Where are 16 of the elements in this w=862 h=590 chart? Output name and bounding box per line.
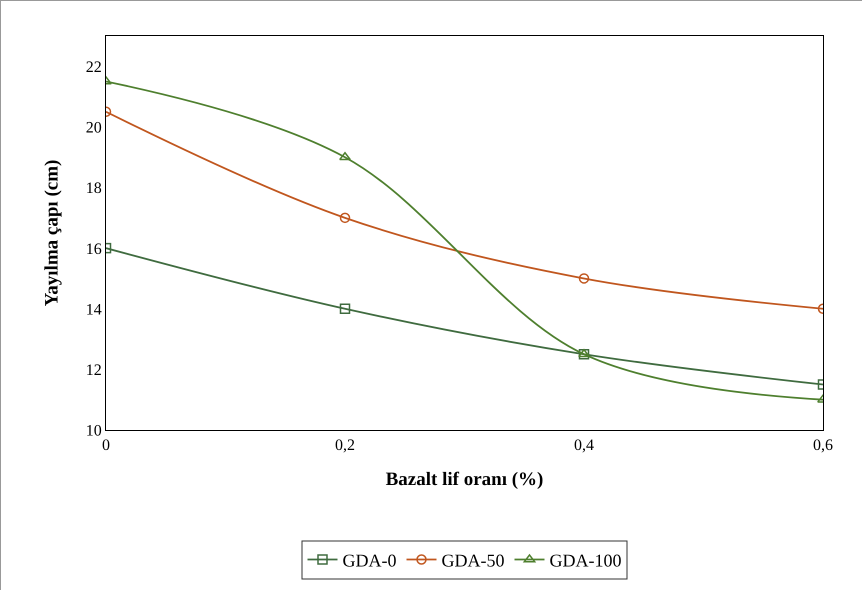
y-tick-label: 18: [86, 180, 102, 198]
x-tick-label: 0,6: [813, 437, 833, 454]
legend-label: GDA-100: [550, 550, 622, 571]
y-tick-label: 20: [86, 120, 102, 137]
x-tick-label: 0,4: [574, 437, 594, 454]
x-tick-label: 0,2: [335, 437, 355, 454]
y-axis-title: Yayılma çapı (cm): [42, 160, 63, 306]
y-tick-label: 10: [86, 422, 102, 440]
y-tick-label: 22: [86, 58, 102, 76]
y-tick-label: 14: [86, 301, 102, 318]
x-axis-title: Bazalt lif oranı (%): [386, 469, 544, 490]
legend-label: GDA-0: [342, 550, 396, 571]
legend-label: GDA-50: [442, 550, 504, 571]
y-tick-label: 16: [86, 240, 102, 258]
y-tick-label: 12: [86, 362, 102, 379]
x-tick-label: 0: [102, 437, 110, 454]
